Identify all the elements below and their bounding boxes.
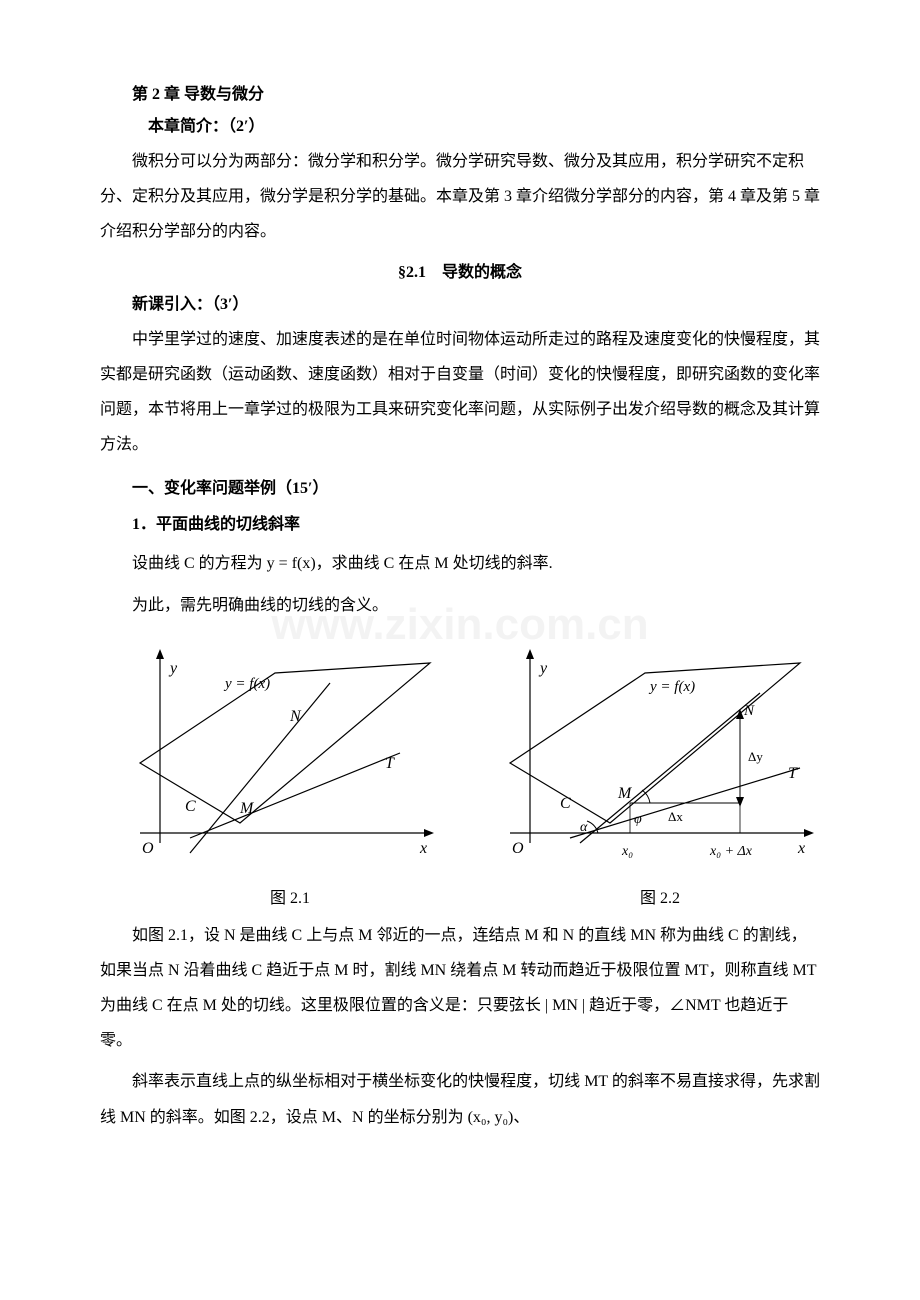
section-name: 导数的概念: [442, 264, 522, 281]
section-number: §2.1: [398, 264, 426, 281]
fig2-O-label: O: [512, 840, 524, 857]
item1-para1: 设曲线 C 的方程为 y = f(x)，求曲线 C 在点 M 处切线的斜率.: [100, 546, 820, 581]
fig2-x0-label: x₀: [621, 844, 633, 859]
chapter-intro-label: 本章简介：（2′）: [100, 112, 820, 136]
item1-heading: 1．平面曲线的切线斜率: [100, 510, 820, 534]
fig1-T-label: T: [385, 755, 395, 772]
figure-2-1-svg: y x O C M N T y = f(x): [130, 643, 450, 873]
figure-row: y x O C M N T y = f(x) 图 2.1: [130, 643, 820, 908]
lead-in-label: 新课引入：（3′）: [100, 290, 820, 314]
fig1-C-label: C: [185, 798, 196, 815]
fig2-C-label: C: [560, 795, 571, 812]
fig2-alpha-label: α: [580, 820, 588, 835]
fig2-T-label: T: [788, 765, 798, 782]
figure-2-1-caption: 图 2.1: [130, 884, 450, 908]
fig2-y-label: y: [538, 660, 548, 677]
fig2-curve-label: y = f(x): [648, 679, 695, 695]
fig1-curve-label: y = f(x): [223, 676, 270, 692]
subsection-heading: 一、变化率问题举例（15′）: [100, 474, 820, 498]
fig2-N-label: N: [743, 703, 755, 719]
chapter-title: 第 2 章 导数与微分: [100, 80, 820, 104]
fig1-y-label: y: [168, 660, 178, 677]
lead-in-text: 中学里学过的速度、加速度表述的是在单位时间物体运动所走过的路程及速度变化的快慢程…: [100, 322, 820, 463]
item1-para2: 为此，需先明确曲线的切线的含义。: [100, 588, 820, 623]
fig2-dx-label: Δx: [668, 809, 683, 824]
fig1-N-label: N: [289, 708, 302, 725]
chapter-intro-text: 微积分可以分为两部分：微分学和积分学。微分学研究导数、微分及其应用，积分学研究不…: [100, 144, 820, 250]
section-title: §2.1 导数的概念: [100, 258, 820, 282]
fig1-x-label: x: [419, 840, 427, 857]
figure-2-2-svg: y x O C M N T y = f(x) α φ Δx Δy x₀ x₀ +…: [500, 643, 820, 873]
fig1-O-label: O: [142, 840, 154, 857]
fig2-dy-label: Δy: [748, 749, 763, 764]
fig2-x-label: x: [797, 840, 805, 857]
after-fig-para2: 斜率表示直线上点的纵坐标相对于横坐标变化的快慢程度，切线 MT 的斜率不易直接求…: [100, 1064, 820, 1134]
figure-2-1: y x O C M N T y = f(x) 图 2.1: [130, 643, 450, 908]
figure-2-2-caption: 图 2.2: [500, 884, 820, 908]
fig2-x0dx-label: x₀ + Δx: [709, 844, 753, 859]
fig2-M-label: M: [617, 785, 633, 802]
figure-2-2: y x O C M N T y = f(x) α φ Δx Δy x₀ x₀ +…: [500, 643, 820, 908]
fig1-M-label: M: [239, 800, 255, 817]
fig2-phi-label: φ: [634, 812, 642, 827]
after-fig-para1: 如图 2.1，设 N 是曲线 C 上与点 M 邻近的一点，连结点 M 和 N 的…: [100, 918, 820, 1059]
